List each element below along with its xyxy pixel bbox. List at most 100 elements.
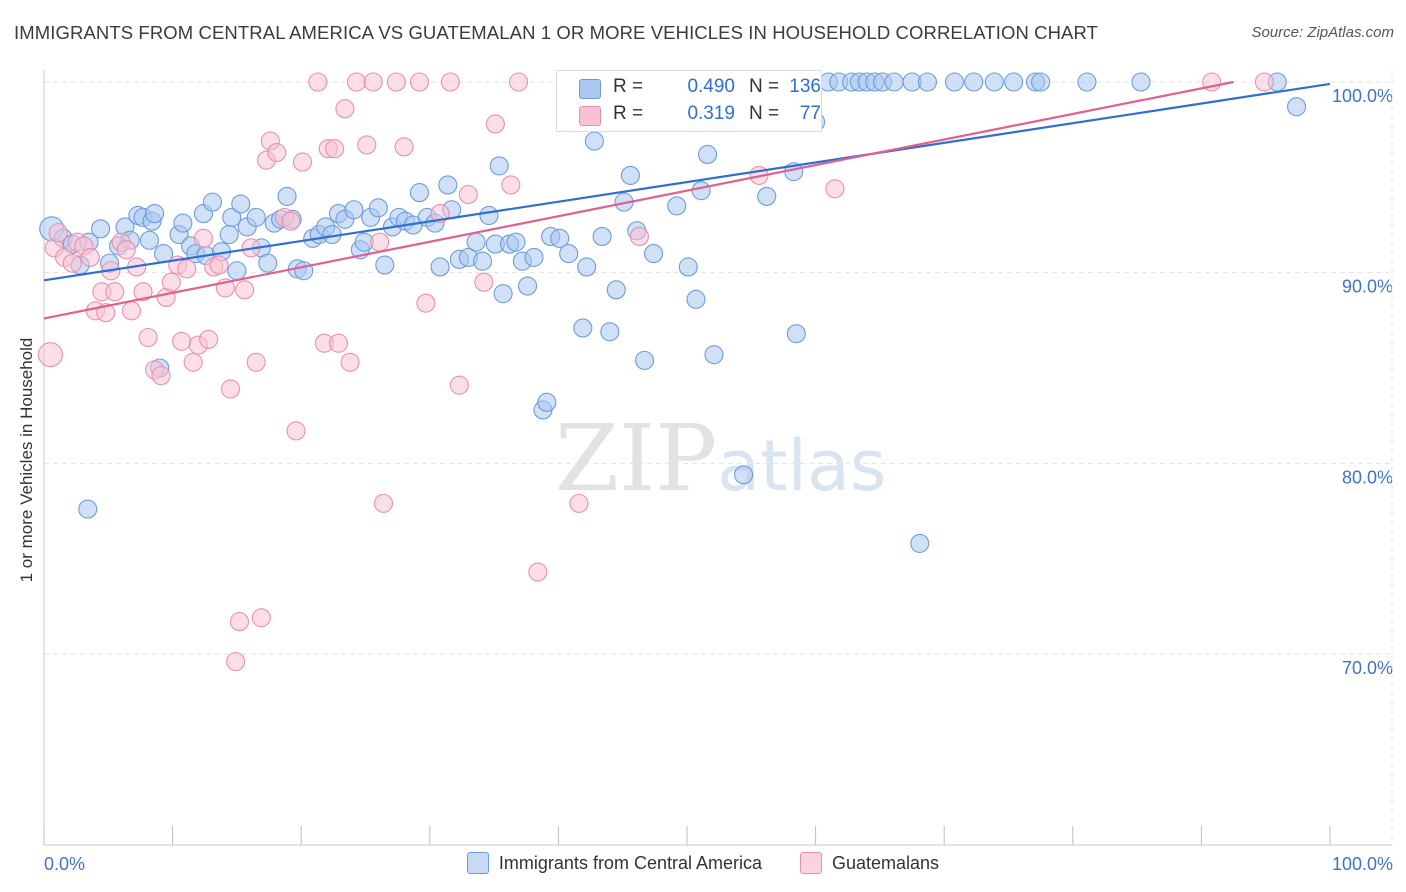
point-guatemalans: [229, 612, 250, 632]
point-guatemalans: [96, 303, 116, 323]
watermark: ZIPatlas: [555, 405, 886, 512]
point-guatemalans: [629, 226, 649, 246]
point-central-america: [644, 244, 664, 264]
point-guatemalans: [133, 282, 153, 302]
point-guatemalans: [246, 352, 266, 372]
stats-n-label: N =: [749, 103, 780, 124]
point-guatemalans: [161, 272, 181, 292]
point-guatemalans: [235, 280, 255, 300]
point-central-america: [577, 257, 597, 277]
x-tick-label: 100.0%: [1332, 854, 1393, 874]
point-guatemalans: [226, 652, 246, 672]
point-central-america: [517, 276, 538, 296]
stats-n-label: N =: [749, 76, 780, 97]
point-guatemalans: [416, 293, 436, 313]
point-central-america: [1131, 72, 1151, 92]
point-guatemalans: [386, 72, 406, 92]
y-tick-label: 80.0%: [1342, 467, 1393, 487]
point-central-america: [600, 322, 620, 342]
point-central-america: [686, 289, 706, 309]
point-central-america: [1031, 72, 1051, 92]
point-central-america: [635, 350, 655, 370]
point-guatemalans: [1254, 72, 1274, 92]
point-guatemalans: [121, 301, 141, 321]
point-guatemalans: [209, 255, 229, 275]
point-guatemalans: [193, 228, 214, 248]
point-central-america: [704, 345, 724, 365]
point-guatemalans: [172, 331, 192, 351]
point-central-america: [145, 204, 165, 224]
point-central-america: [472, 251, 493, 271]
y-tick-label: 70.0%: [1342, 658, 1393, 678]
point-central-america: [698, 144, 718, 165]
point-central-america: [734, 465, 754, 485]
point-guatemalans: [528, 562, 548, 582]
point-guatemalans: [440, 72, 460, 92]
point-guatemalans: [370, 232, 390, 252]
point-central-america: [884, 72, 904, 92]
stats-box: R = 0.490 N = 136 R = 0.319 N = 77: [556, 70, 822, 132]
point-guatemalans: [449, 375, 469, 395]
point-guatemalans: [340, 352, 360, 372]
stats-n-value: 136: [789, 76, 821, 97]
point-central-america: [91, 219, 111, 239]
point-guatemalans: [105, 282, 125, 302]
legend-item-guatemalans[interactable]: Guatemalans: [800, 852, 939, 874]
point-central-america: [506, 232, 526, 252]
point-guatemalans: [569, 493, 589, 513]
point-central-america: [910, 533, 930, 553]
point-guatemalans: [37, 342, 63, 368]
point-guatemalans: [62, 253, 82, 273]
point-central-america: [667, 196, 687, 216]
point-central-america: [984, 72, 1004, 92]
point-guatemalans: [485, 114, 505, 134]
point-central-america: [620, 165, 640, 185]
trend-line-guatemalans: [43, 80, 1234, 320]
point-guatemalans: [286, 421, 306, 441]
point-guatemalans: [177, 259, 197, 279]
point-guatemalans: [138, 327, 158, 348]
stats-r-value: 0.319: [687, 103, 735, 124]
point-central-america: [479, 205, 499, 226]
point-central-america: [584, 131, 604, 151]
point-central-america: [202, 192, 223, 212]
point-central-america: [231, 194, 251, 214]
point-guatemalans: [183, 352, 203, 372]
point-central-america: [1004, 72, 1024, 92]
point-central-america: [691, 181, 711, 201]
watermark-zip: ZIP: [555, 405, 717, 512]
stats-swatch-pink: [579, 106, 601, 126]
point-guatemalans: [151, 366, 171, 386]
point-central-america: [964, 72, 984, 92]
point-central-america: [550, 228, 570, 248]
point-central-america: [1287, 97, 1307, 117]
point-guatemalans: [308, 72, 328, 92]
x-tick-label: 0.0%: [44, 854, 85, 874]
point-central-america: [344, 200, 364, 220]
point-central-america: [438, 175, 458, 195]
point-guatemalans: [267, 142, 287, 163]
point-central-america: [258, 253, 278, 273]
trend-line-central-america: [43, 82, 1331, 282]
point-central-america: [375, 255, 395, 275]
point-central-america: [786, 324, 806, 344]
legend-item-central-america[interactable]: Immigrants from Central America: [466, 852, 762, 874]
point-guatemalans: [458, 184, 478, 205]
point-central-america: [573, 318, 593, 338]
point-central-america: [219, 224, 239, 245]
point-guatemalans: [394, 137, 414, 157]
point-guatemalans: [48, 223, 68, 243]
y-tick-label: 100.0%: [1332, 86, 1393, 106]
point-guatemalans: [409, 72, 430, 92]
point-guatemalans: [474, 272, 494, 292]
legend-label: Immigrants from Central America: [498, 852, 762, 873]
point-central-america: [606, 280, 626, 300]
point-guatemalans: [199, 329, 219, 349]
point-guatemalans: [220, 379, 241, 399]
point-central-america: [489, 156, 509, 176]
point-central-america: [757, 186, 777, 206]
point-guatemalans: [501, 175, 521, 195]
point-central-america: [466, 232, 486, 252]
point-central-america: [277, 186, 297, 206]
point-central-america: [917, 72, 938, 92]
